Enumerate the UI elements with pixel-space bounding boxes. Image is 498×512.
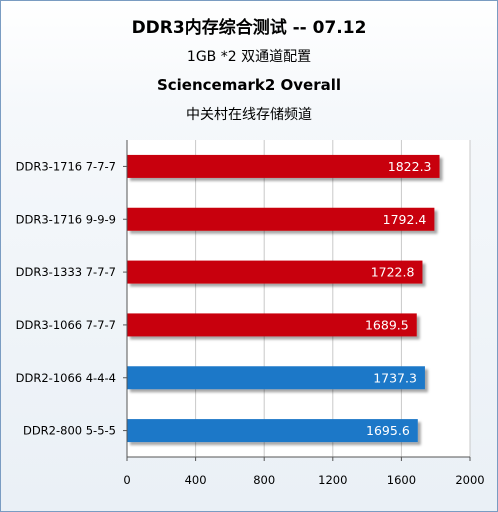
category-label: DDR2-1066 4-4-4 [16,371,116,385]
bar-value-label: 1737.3 [373,370,417,385]
x-tick-label: 2000 [455,473,484,487]
bar-value-label: 1689.5 [365,317,409,332]
chart-subtitle-config: 1GB *2 双通道配置 [186,49,312,65]
category-label: DDR3-1716 7-7-7 [16,159,116,173]
bar-value-label: 1695.6 [366,423,410,438]
plot-area [127,140,470,457]
bar [127,419,418,443]
bar-value-label: 1822.3 [388,159,432,174]
bar [127,313,417,337]
x-tick-label: 0 [123,473,130,487]
category-label: DDR2-800 5-5-5 [23,424,116,438]
x-tick-label: 400 [185,473,207,487]
bar [127,260,423,284]
x-tick-label: 1200 [318,473,347,487]
bar [127,154,440,178]
category-label: DDR3-1066 7-7-7 [16,318,116,332]
x-tick-label: 1600 [387,473,416,487]
chart-title: DDR3内存综合测试 -- 07.12 [131,18,367,38]
bar-value-label: 1722.8 [371,265,415,280]
x-tick-label: 800 [253,473,275,487]
chart-subtitle-benchmark: Sciencemark2 Overall [156,76,342,94]
bar-value-label: 1792.4 [383,212,427,227]
category-label: DDR3-1333 7-7-7 [16,265,116,279]
category-label: DDR3-1716 9-9-9 [16,212,116,226]
bar [127,366,425,390]
bar [127,207,435,231]
chart-subtitle-source: 中关村在线存储频道 [186,107,312,123]
